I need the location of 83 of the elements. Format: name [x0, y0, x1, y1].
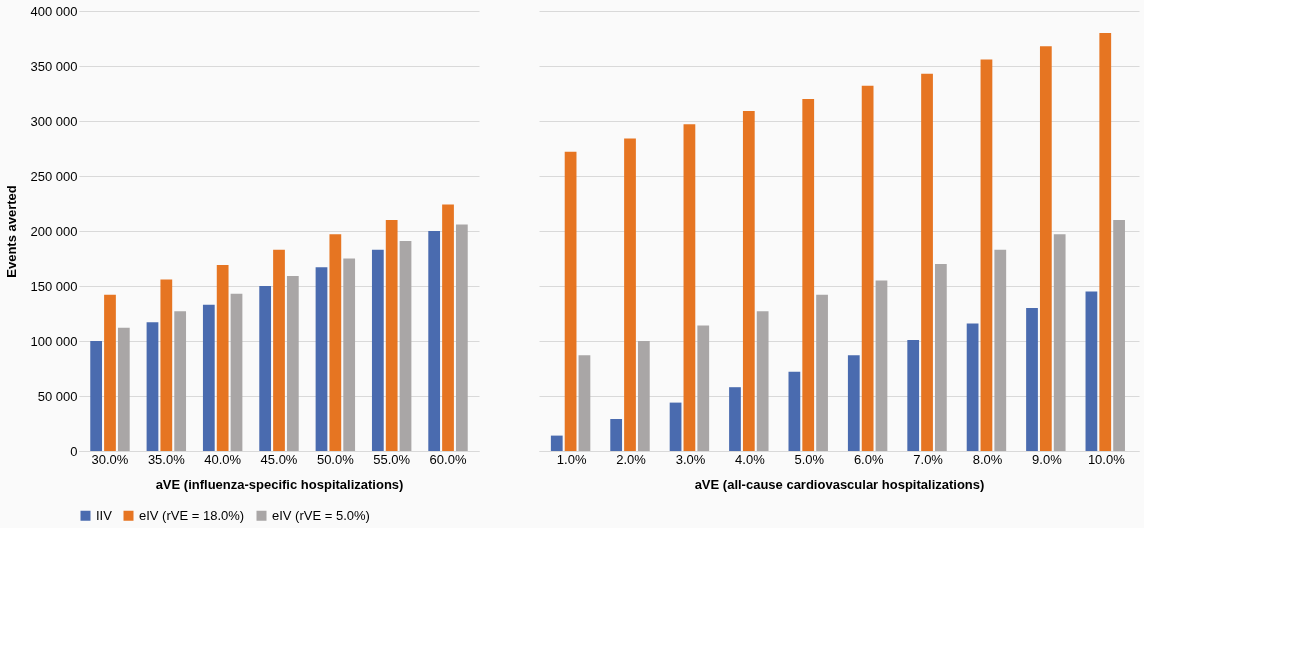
x-tick-label: 9.0% — [1032, 451, 1063, 467]
bar — [385, 220, 398, 451]
bar — [1053, 234, 1066, 451]
bar — [1113, 220, 1125, 451]
bar — [455, 224, 468, 451]
bar — [875, 280, 888, 451]
x-tick-label: 35.0% — [147, 451, 186, 467]
bar — [1085, 291, 1098, 451]
x-tick-label: 45.0% — [260, 451, 298, 467]
y-tick-label: 400 000 — [30, 3, 78, 19]
bar — [104, 294, 116, 451]
bar — [907, 339, 920, 451]
x-tick-label: 3.0% — [675, 451, 706, 467]
bar — [564, 151, 577, 451]
x-tick-label: 5.0% — [794, 451, 825, 467]
bar — [90, 341, 103, 451]
bar — [697, 325, 710, 451]
bar — [230, 293, 243, 451]
x-tick-label: 50.0% — [316, 451, 355, 467]
x-tick-label: 10.0% — [1087, 451, 1126, 467]
bar — [399, 240, 412, 451]
bar — [683, 124, 696, 451]
bar — [146, 322, 159, 451]
x-tick-label: 40.0% — [204, 451, 242, 467]
x-tick-label: 55.0% — [373, 451, 411, 467]
bar — [756, 311, 769, 451]
bar — [286, 276, 299, 451]
y-tick-label: 250 000 — [30, 168, 78, 184]
x-axis-title: aVE (influenza-specific hospitalizations) — [155, 476, 404, 492]
bar — [1039, 46, 1052, 451]
x-tick-label: 4.0% — [735, 451, 766, 467]
legend-label: eIV (rVE = 5.0%) — [272, 507, 370, 523]
bar — [742, 111, 755, 451]
bar — [329, 234, 342, 451]
y-tick-label: 100 000 — [30, 333, 78, 349]
x-tick-label: 30.0% — [91, 451, 129, 467]
bar — [428, 231, 441, 451]
bar — [202, 304, 215, 451]
y-tick-label: 0 — [70, 443, 78, 459]
bar — [994, 249, 1007, 451]
bar — [578, 355, 591, 451]
bar — [624, 138, 636, 451]
bar — [1026, 308, 1038, 451]
bar — [1099, 33, 1112, 451]
bar — [966, 323, 979, 451]
bar — [371, 249, 384, 451]
bar — [669, 402, 682, 451]
bar — [216, 265, 229, 451]
x-tick-label: 7.0% — [913, 451, 944, 467]
bar — [637, 341, 650, 451]
y-tick-label: 350 000 — [30, 58, 78, 74]
x-tick-label: 6.0% — [853, 451, 884, 467]
x-tick-label: 1.0% — [556, 451, 587, 467]
bar — [934, 264, 947, 451]
bar — [861, 85, 874, 451]
bar — [816, 294, 828, 451]
x-tick-label: 8.0% — [972, 451, 1003, 467]
x-tick-label: 60.0% — [429, 451, 467, 467]
y-tick-label: 300 000 — [30, 113, 78, 129]
bar — [921, 73, 933, 451]
bar — [343, 258, 356, 451]
bar — [117, 327, 130, 451]
bar — [160, 279, 173, 451]
bar — [273, 249, 285, 451]
bar — [315, 267, 328, 451]
y-tick-label: 150 000 — [30, 278, 78, 294]
bar — [442, 204, 454, 451]
y-tick-label: 50 000 — [37, 388, 78, 404]
bar — [610, 419, 623, 451]
bar — [847, 355, 860, 451]
legend-label: eIV (rVE = 18.0%) — [139, 507, 245, 523]
bar — [259, 286, 272, 451]
bar — [174, 311, 187, 451]
bar — [980, 59, 993, 451]
y-tick-label: 200 000 — [30, 223, 78, 239]
x-tick-label: 2.0% — [616, 451, 647, 467]
bar — [802, 99, 815, 451]
legend-label: IIV — [96, 507, 113, 523]
y-axis-title: Events averted — [3, 185, 19, 278]
bar — [788, 371, 801, 451]
x-axis-title: aVE (all-cause cardiovascular hospitalizations) — [694, 476, 985, 492]
bar — [550, 435, 563, 451]
bar — [729, 387, 741, 451]
